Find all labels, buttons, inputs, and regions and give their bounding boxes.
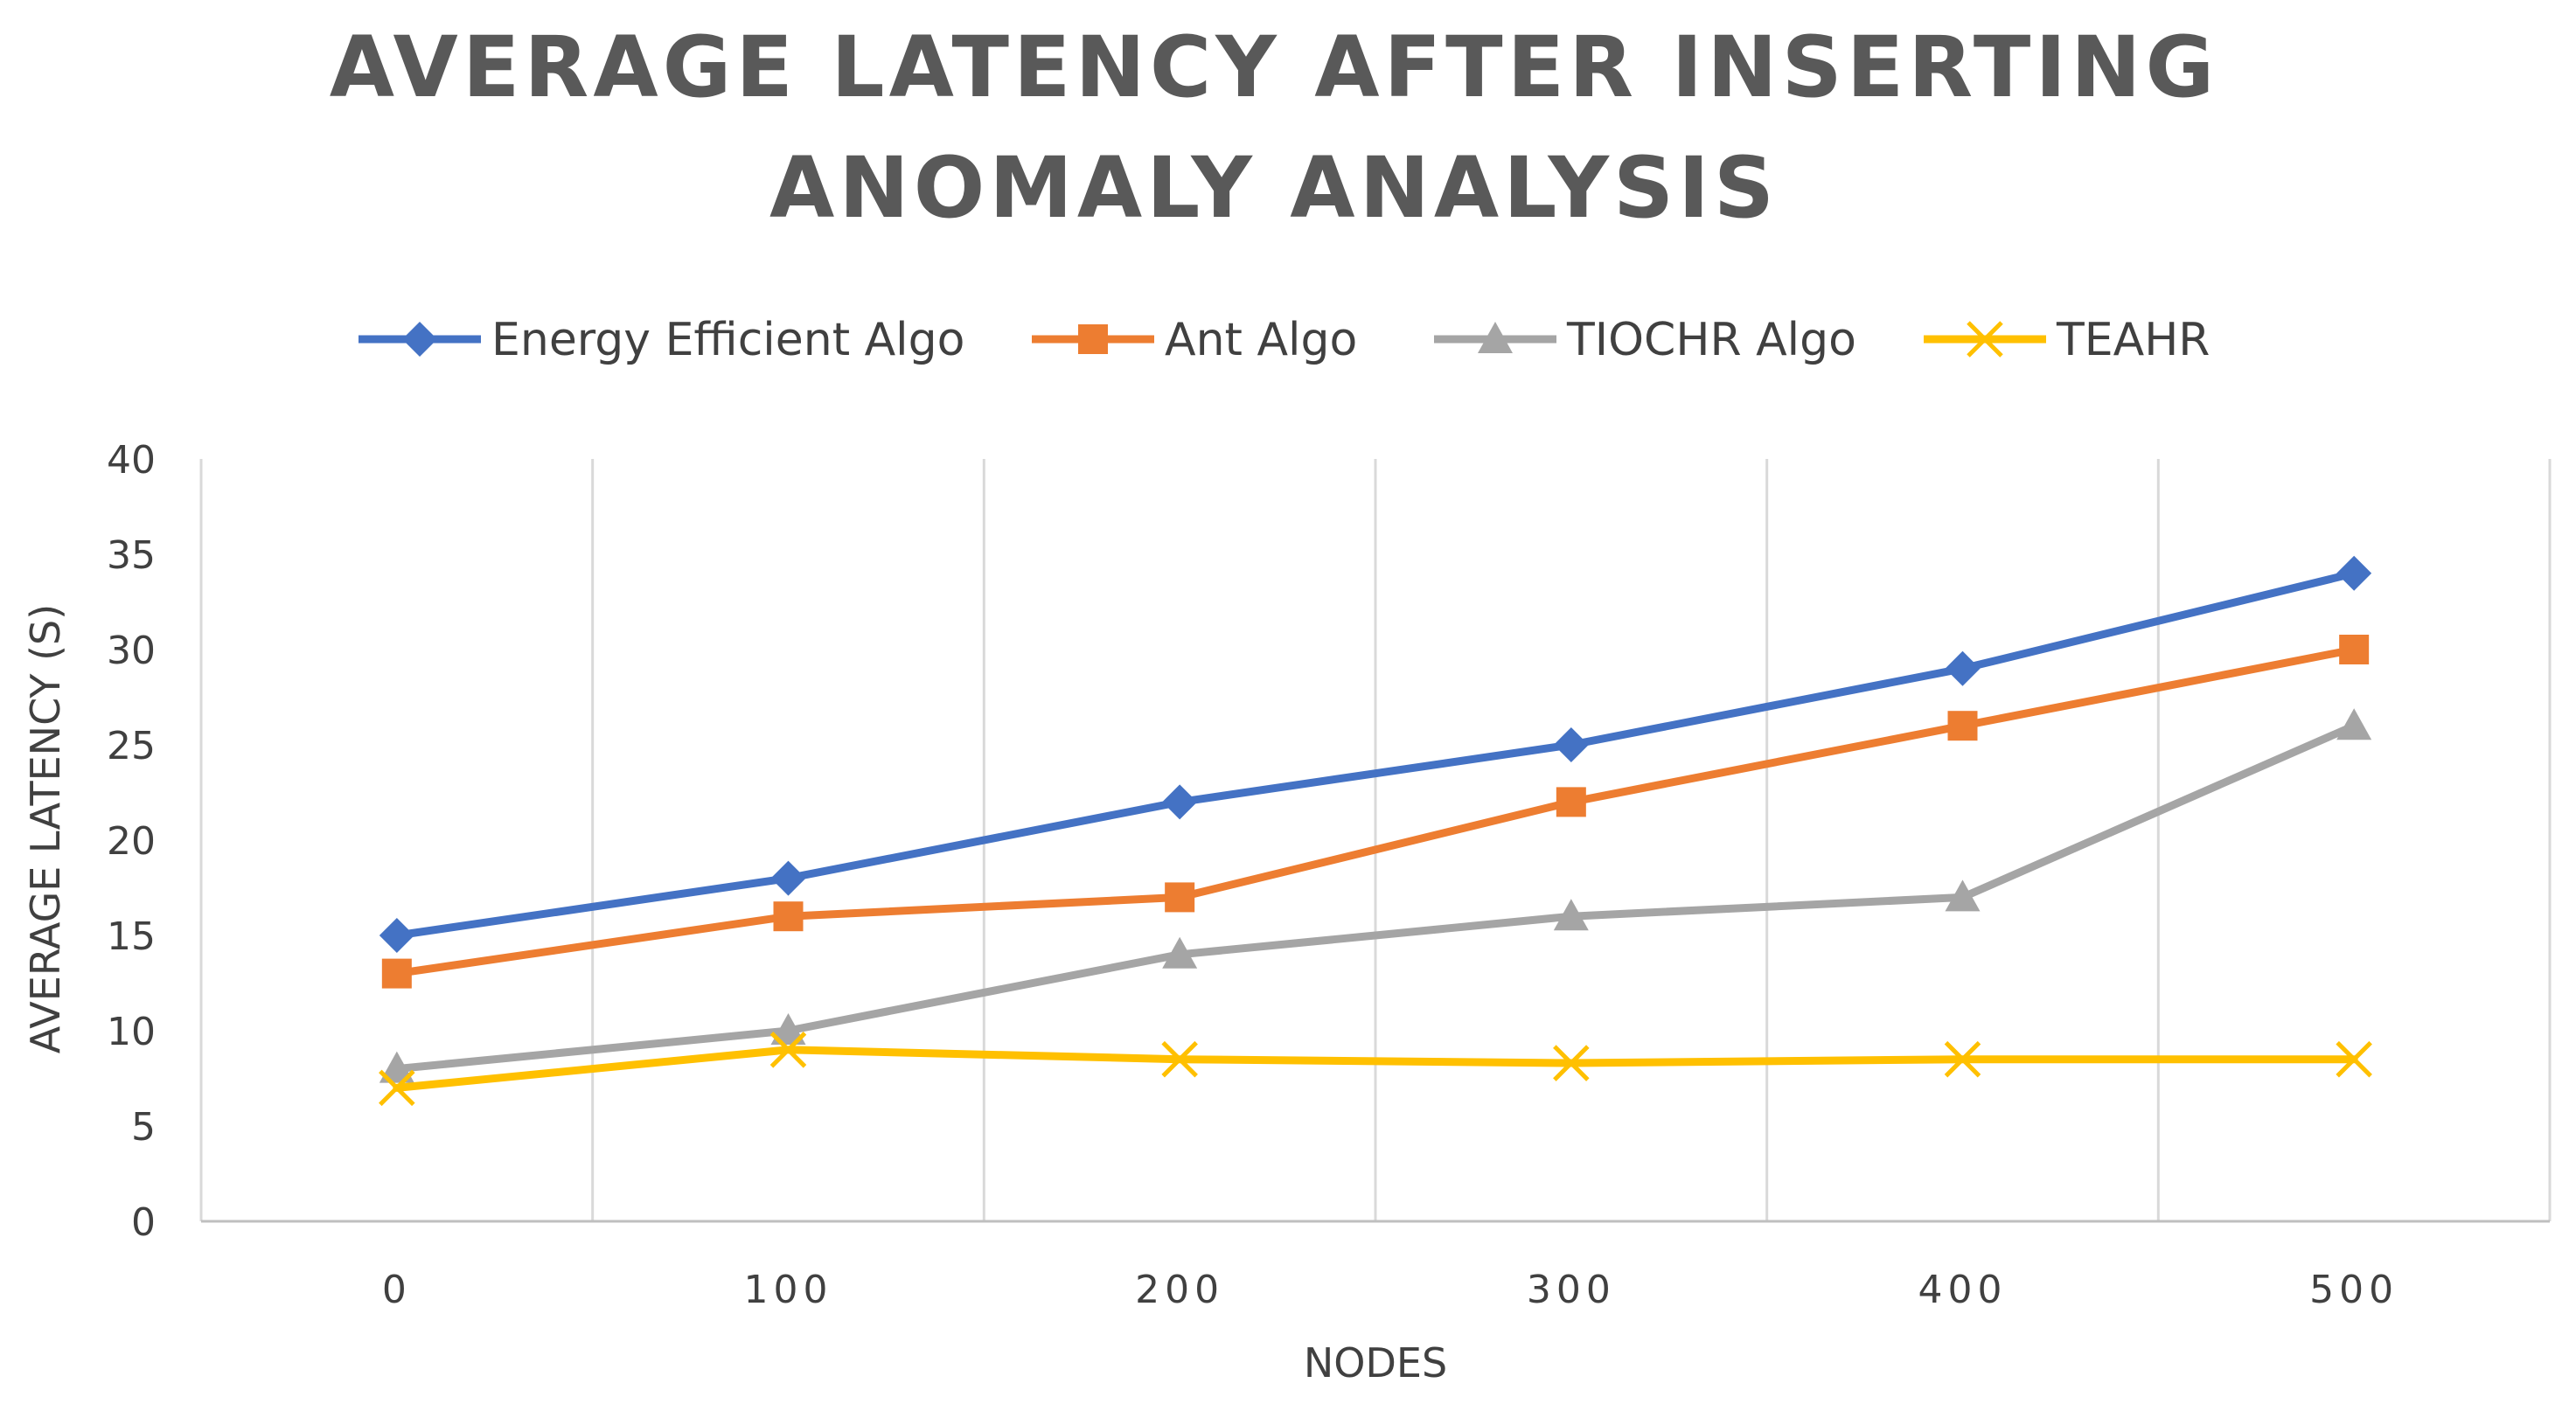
data-point-marker [1553,899,1589,931]
data-point-marker [2339,635,2370,664]
series-tiochr-algo [379,708,2372,1083]
legend-swatch-marker [1478,322,1513,353]
series-teahr [379,1032,2372,1107]
legend-entry: Ant Algo [1032,314,1357,366]
y-tick-label: 15 [107,914,156,959]
series-energy-efficient-algo [379,555,2372,953]
data-point-marker [379,918,414,953]
legend-label: TEAHR [2056,314,2210,366]
data-point-marker [1162,784,1198,820]
legend-swatch-marker [1967,321,2003,358]
series-line [393,645,2358,978]
chart-title-line-2: ANOMALY ANALYSIS [769,139,1779,237]
x-tick-label: 400 [1918,1268,2008,1312]
data-point-marker [379,1069,415,1107]
legend-label: Ant Algo [1165,314,1357,366]
data-point-marker [381,958,412,989]
data-point-marker-stroke-b [769,1032,807,1068]
data-point-marker-stroke-b [1161,1040,1198,1078]
data-point-marker [1553,727,1589,762]
y-tick-label: 10 [107,1010,156,1054]
y-axis-title: AVERAGE LATENCY (S) [22,604,69,1053]
legend-label: Energy Efficient Algo [491,314,964,366]
data-point-marker-stroke-b [379,1069,415,1107]
data-point-marker [2336,555,2372,591]
legend-swatch-marker [1078,324,1108,354]
data-point-marker [773,901,804,932]
data-point-marker [1556,787,1586,817]
legend-entry: TEAHR [1924,314,2210,366]
chart-title-line-1: AVERAGE LATENCY AFTER INSERTING [330,18,2219,116]
x-tick-label: 500 [2309,1268,2398,1312]
data-point-marker [1945,879,1981,912]
data-point-marker-stroke-b [2336,1040,2372,1078]
y-tick-label: 25 [107,724,156,768]
y-tick-label: 40 [107,438,156,483]
data-point-marker [1553,1045,1590,1081]
series-line [393,1046,2358,1092]
data-point-marker-stroke-b [1553,1045,1590,1081]
legend: Energy Efficient Algo Ant Algo TIOCHR Algo… [359,314,2210,366]
data-point-marker-stroke-b [1944,1040,1981,1078]
y-tick-label: 30 [107,629,156,673]
y-tick-label: 0 [131,1200,156,1245]
data-point-marker [1161,1040,1198,1078]
data-point-marker [1162,936,1198,969]
y-tick-label: 5 [131,1105,156,1150]
y-tick-label: 35 [107,533,156,578]
data-point-marker [1945,650,1981,686]
data-point-marker [1947,711,1978,741]
gridlines [199,459,2552,1221]
data-point-marker [379,1051,414,1083]
series-line [393,721,2358,1074]
data-point-marker [1944,1040,1981,1078]
legend-swatch-marker [402,322,437,357]
data-point-marker [770,860,806,896]
x-tick-label: 200 [1135,1268,1224,1312]
legend-label: TIOCHR Algo [1566,314,1856,366]
x-tick-label: 0 [382,1268,412,1312]
legend-swatch-marker-stroke-b [1967,321,2003,358]
series-layer [379,555,2372,1107]
data-point-marker [769,1032,807,1068]
data-point-marker [2336,1040,2372,1078]
x-tick-label: 300 [1527,1268,1616,1312]
data-point-marker [770,1013,806,1045]
data-point-marker [2336,708,2372,740]
legend-entry: Energy Efficient Algo [359,314,964,366]
x-axis-title: NODES [1304,1339,1447,1387]
x-tick-label: 100 [744,1268,833,1312]
y-tick-label: 20 [107,819,156,864]
data-point-marker [1165,882,1195,913]
series-line [393,569,2358,940]
legend-entry: TIOCHR Algo [1434,314,1856,366]
series-ant-algo [381,635,2370,989]
